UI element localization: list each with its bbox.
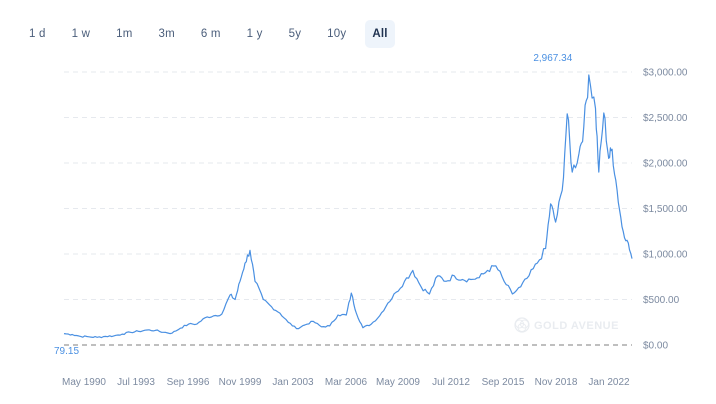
max-value-label: 2,967.34 [533,53,572,64]
range-button-10y[interactable]: 10y [327,28,347,40]
x-tick-label: May 1990 [62,377,106,388]
y-tick-label: $2,500.00 [643,113,688,124]
price-line[interactable] [63,74,633,339]
x-tick-label: May 2009 [376,377,420,388]
y-tick-label: $2,000.00 [643,159,688,170]
range-button-1d[interactable]: 1 d [29,28,46,40]
watermark-text: GOLD AVENUE [534,320,619,332]
y-tick-label: $0.00 [643,341,668,352]
range-button-5y[interactable]: 5y [288,28,302,40]
watermark: GOLD AVENUE [514,317,619,333]
gold-avenue-logo-icon [514,317,530,333]
range-button-3m[interactable]: 3m [158,28,175,40]
x-tick-label: Jul 2012 [432,377,470,388]
y-tick-label: $1,500.00 [643,204,688,215]
range-button-all[interactable]: All [365,20,395,48]
x-tick-label: Sep 2015 [482,377,525,388]
x-tick-label: Jan 2003 [272,377,314,388]
x-tick-label: Jan 2022 [588,377,630,388]
range-button-1m[interactable]: 1m [116,28,133,40]
range-button-6m[interactable]: 6 m [200,28,221,40]
x-tick-label: Jul 1993 [117,377,155,388]
x-tick-label: Nov 2018 [535,377,578,388]
y-tick-label: $500.00 [643,295,680,306]
range-button-1y[interactable]: 1 y [246,28,263,40]
y-tick-label: $1,000.00 [643,250,688,261]
range-button-1w[interactable]: 1 w [71,28,91,40]
x-tick-label: Sep 1996 [167,377,210,388]
x-tick-label: Mar 2006 [325,377,368,388]
y-axis-labels: $3,000.00 $2,500.00 $2,000.00 $1,500.00 $1,0… [643,68,688,352]
range-selector: 1 d 1 w 1m 3m 6 m 1 y 5y 10y All [22,20,407,48]
y-tick-label: $3,000.00 [643,68,688,79]
min-value-label: 79.15 [54,346,79,357]
x-axis-labels: May 1990 Jul 1993 Sep 1996 Nov 1999 Jan 2003… [62,377,630,388]
x-tick-label: Nov 1999 [219,377,262,388]
gridlines [64,71,632,300]
